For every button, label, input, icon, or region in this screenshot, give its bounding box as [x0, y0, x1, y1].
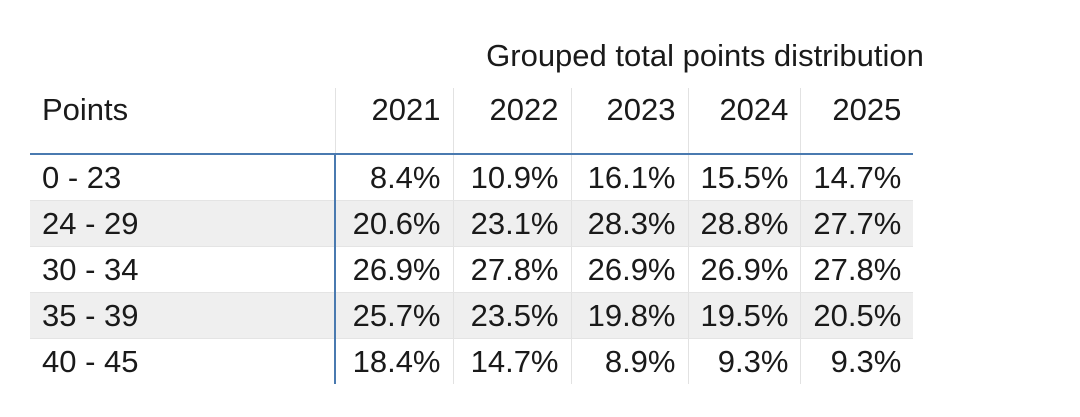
row-label: 40 - 45: [30, 338, 336, 384]
column-header-2023: 2023: [570, 88, 688, 155]
column-header-2022: 2022: [452, 88, 571, 155]
table-cell: 8.4%: [335, 154, 453, 201]
table-cell: 16.1%: [570, 154, 688, 201]
table-row: 0 - 23 8.4% 10.9% 16.1% 15.5% 14.7%: [30, 154, 914, 201]
table-cell: 26.9%: [335, 246, 453, 293]
row-label: 35 - 39: [30, 292, 336, 339]
table-cell: 14.7%: [800, 154, 914, 201]
table-row: 35 - 39 25.7% 23.5% 19.8% 19.5% 20.5%: [30, 292, 914, 339]
table-cell: 9.3%: [800, 338, 914, 384]
table-cell: 23.5%: [452, 292, 571, 339]
table-cell: 19.8%: [570, 292, 688, 339]
header-row: Points 2021 2022 2023 2024 2025: [30, 88, 914, 155]
table-cell: 14.7%: [452, 338, 571, 384]
column-header-2025: 2025: [800, 88, 914, 155]
row-label: 24 - 29: [30, 200, 336, 247]
table-cell: 19.5%: [687, 292, 801, 339]
column-header-2024: 2024: [687, 88, 801, 155]
table-cell: 18.4%: [352, 344, 441, 379]
table-cell: 20.6%: [335, 200, 453, 247]
table-cell: 9.3%: [687, 338, 801, 384]
column-header-points: Points: [30, 88, 335, 155]
table-row: 24 - 29 20.6% 23.1% 28.3% 28.8% 27.7%: [30, 200, 914, 247]
row-label: 0 - 23: [30, 154, 336, 201]
table-cell: 25.7%: [335, 292, 453, 339]
row-label: 30 - 34: [30, 246, 336, 293]
table-title: Grouped total points distribution: [486, 38, 924, 73]
table-cell: 10.9%: [452, 154, 571, 201]
table-cell: 26.9%: [570, 246, 688, 293]
table-cell: 27.8%: [452, 246, 571, 293]
table-cell: 28.8%: [687, 200, 801, 247]
table-cell: 27.7%: [800, 200, 914, 247]
table-cell: 20.5%: [800, 292, 914, 339]
table-cell: 23.1%: [452, 200, 571, 247]
table-row: 30 - 34 26.9% 27.8% 26.9% 26.9% 27.8%: [30, 246, 914, 293]
table-cell: 8.9%: [570, 338, 688, 384]
distribution-table: Points 2021 2022 2023 2024 2025 0 - 23 8…: [30, 88, 914, 384]
table-cell: 26.9%: [687, 246, 801, 293]
table-row: 40 - 45 18.4% 14.7% 8.9% 9.3% 9.3%: [30, 338, 914, 384]
column-header-2021: 2021: [334, 88, 453, 155]
table-cell: 27.8%: [800, 246, 914, 293]
table-cell: 15.5%: [687, 154, 801, 201]
table-cell: 28.3%: [570, 200, 688, 247]
